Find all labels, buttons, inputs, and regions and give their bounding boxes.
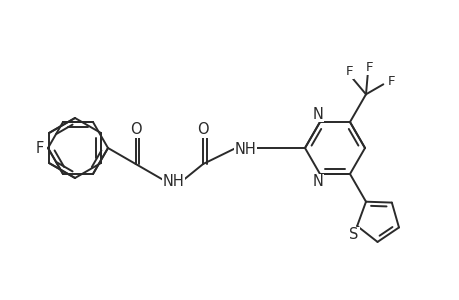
Text: F: F: [387, 75, 394, 88]
Text: F: F: [365, 61, 373, 74]
Text: O: O: [197, 122, 208, 137]
Text: F: F: [345, 65, 352, 79]
Text: NH: NH: [162, 173, 184, 188]
Text: S: S: [349, 227, 358, 242]
Text: F: F: [36, 140, 44, 155]
Text: N: N: [312, 175, 323, 190]
Text: N: N: [312, 106, 323, 122]
Text: NH: NH: [235, 142, 256, 157]
Text: O: O: [129, 122, 141, 137]
